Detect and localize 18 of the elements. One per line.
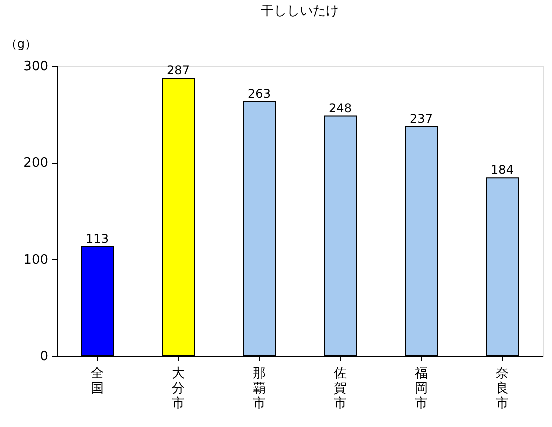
x-tick-label: 福岡市 (415, 366, 428, 412)
data-label: 287 (167, 64, 190, 78)
x-tick-label: 全国 (91, 366, 104, 396)
data-label: 113 (86, 232, 109, 246)
x-tick-label: 奈良市 (496, 366, 509, 412)
y-tick-label: 300 (24, 60, 48, 74)
data-label: 248 (329, 101, 352, 116)
y-axis-title: （g） (5, 37, 37, 51)
data-label: 184 (491, 163, 514, 178)
y-tick-label: 200 (24, 156, 48, 172)
y-tick-label: 0 (40, 350, 48, 364)
data-label: 237 (410, 112, 433, 126)
y-tick-label: 100 (24, 252, 48, 268)
data-label: 263 (248, 86, 271, 101)
x-tick-label: 那覇市 (253, 366, 266, 412)
x-tick-label: 大分市 (172, 366, 185, 412)
chart-title: 干ししいたけ (261, 4, 339, 19)
x-tick-label: 佐賀市 (334, 366, 347, 412)
